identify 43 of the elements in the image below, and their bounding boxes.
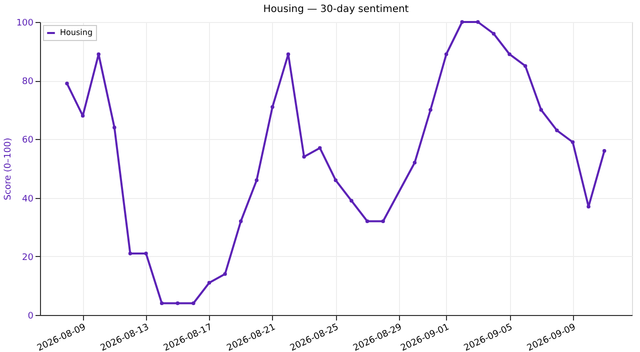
point xyxy=(334,178,338,182)
chart-title: Housing — 30-day sentiment xyxy=(263,4,409,15)
point xyxy=(460,20,464,24)
point xyxy=(192,301,196,306)
point xyxy=(602,149,606,153)
point xyxy=(65,82,69,86)
point xyxy=(238,219,243,224)
point xyxy=(523,64,528,68)
point xyxy=(508,52,512,56)
y-tick-label: 80 xyxy=(22,77,34,88)
point xyxy=(444,52,448,56)
legend-label: Housing xyxy=(60,28,93,37)
y-axis-title: Score (0–100) xyxy=(3,138,14,200)
point xyxy=(365,219,370,224)
point xyxy=(176,301,180,306)
point xyxy=(270,105,274,109)
point xyxy=(80,114,85,118)
point xyxy=(476,20,480,24)
point xyxy=(302,154,306,159)
point xyxy=(223,272,227,276)
point xyxy=(555,128,559,132)
y-tick-label: 100 xyxy=(16,18,34,28)
point xyxy=(492,32,496,36)
point xyxy=(350,198,354,203)
point xyxy=(412,160,417,165)
y-tick-label: 0 xyxy=(28,312,34,322)
point xyxy=(539,108,543,112)
y-tick-label: 40 xyxy=(22,194,34,204)
point xyxy=(254,178,259,182)
point xyxy=(144,252,148,256)
point xyxy=(207,280,212,285)
point xyxy=(160,301,164,306)
point xyxy=(318,146,322,150)
point xyxy=(570,140,575,144)
point xyxy=(96,52,100,56)
point xyxy=(286,52,290,56)
point xyxy=(586,204,590,208)
point xyxy=(428,108,432,112)
point xyxy=(128,252,132,256)
point xyxy=(381,219,385,224)
y-tick-label: 20 xyxy=(22,252,34,263)
point xyxy=(112,126,116,130)
y-tick-label: 60 xyxy=(22,136,34,146)
